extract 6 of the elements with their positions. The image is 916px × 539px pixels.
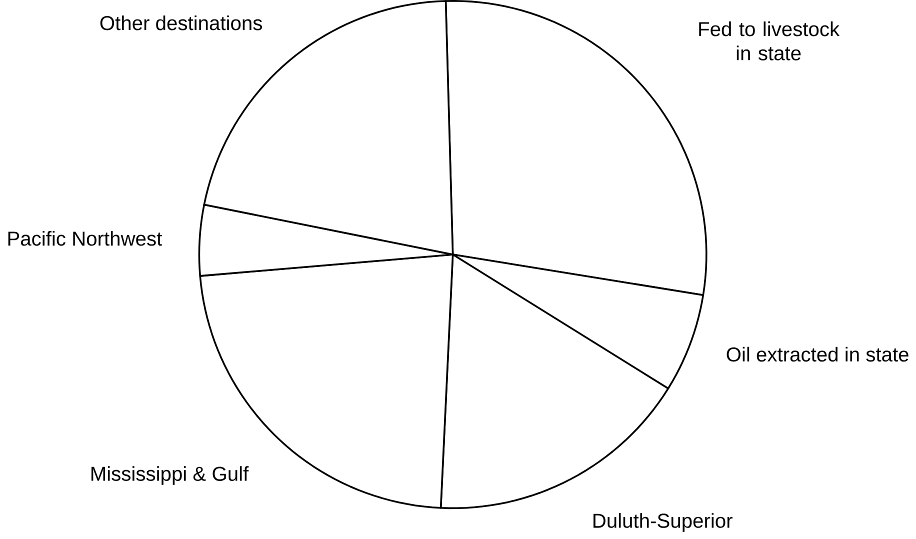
- slice-label: Mississippi & Gulf: [91, 466, 249, 486]
- slice-label: Duluth-Superior: [594, 513, 732, 532]
- slice-label: Oil extracted in state: [726, 347, 908, 362]
- slice-label: Fed to livestock in state: [699, 22, 840, 61]
- slice-label: Other destinations: [100, 16, 262, 30]
- slice-label: Pacific Northwest: [8, 231, 162, 246]
